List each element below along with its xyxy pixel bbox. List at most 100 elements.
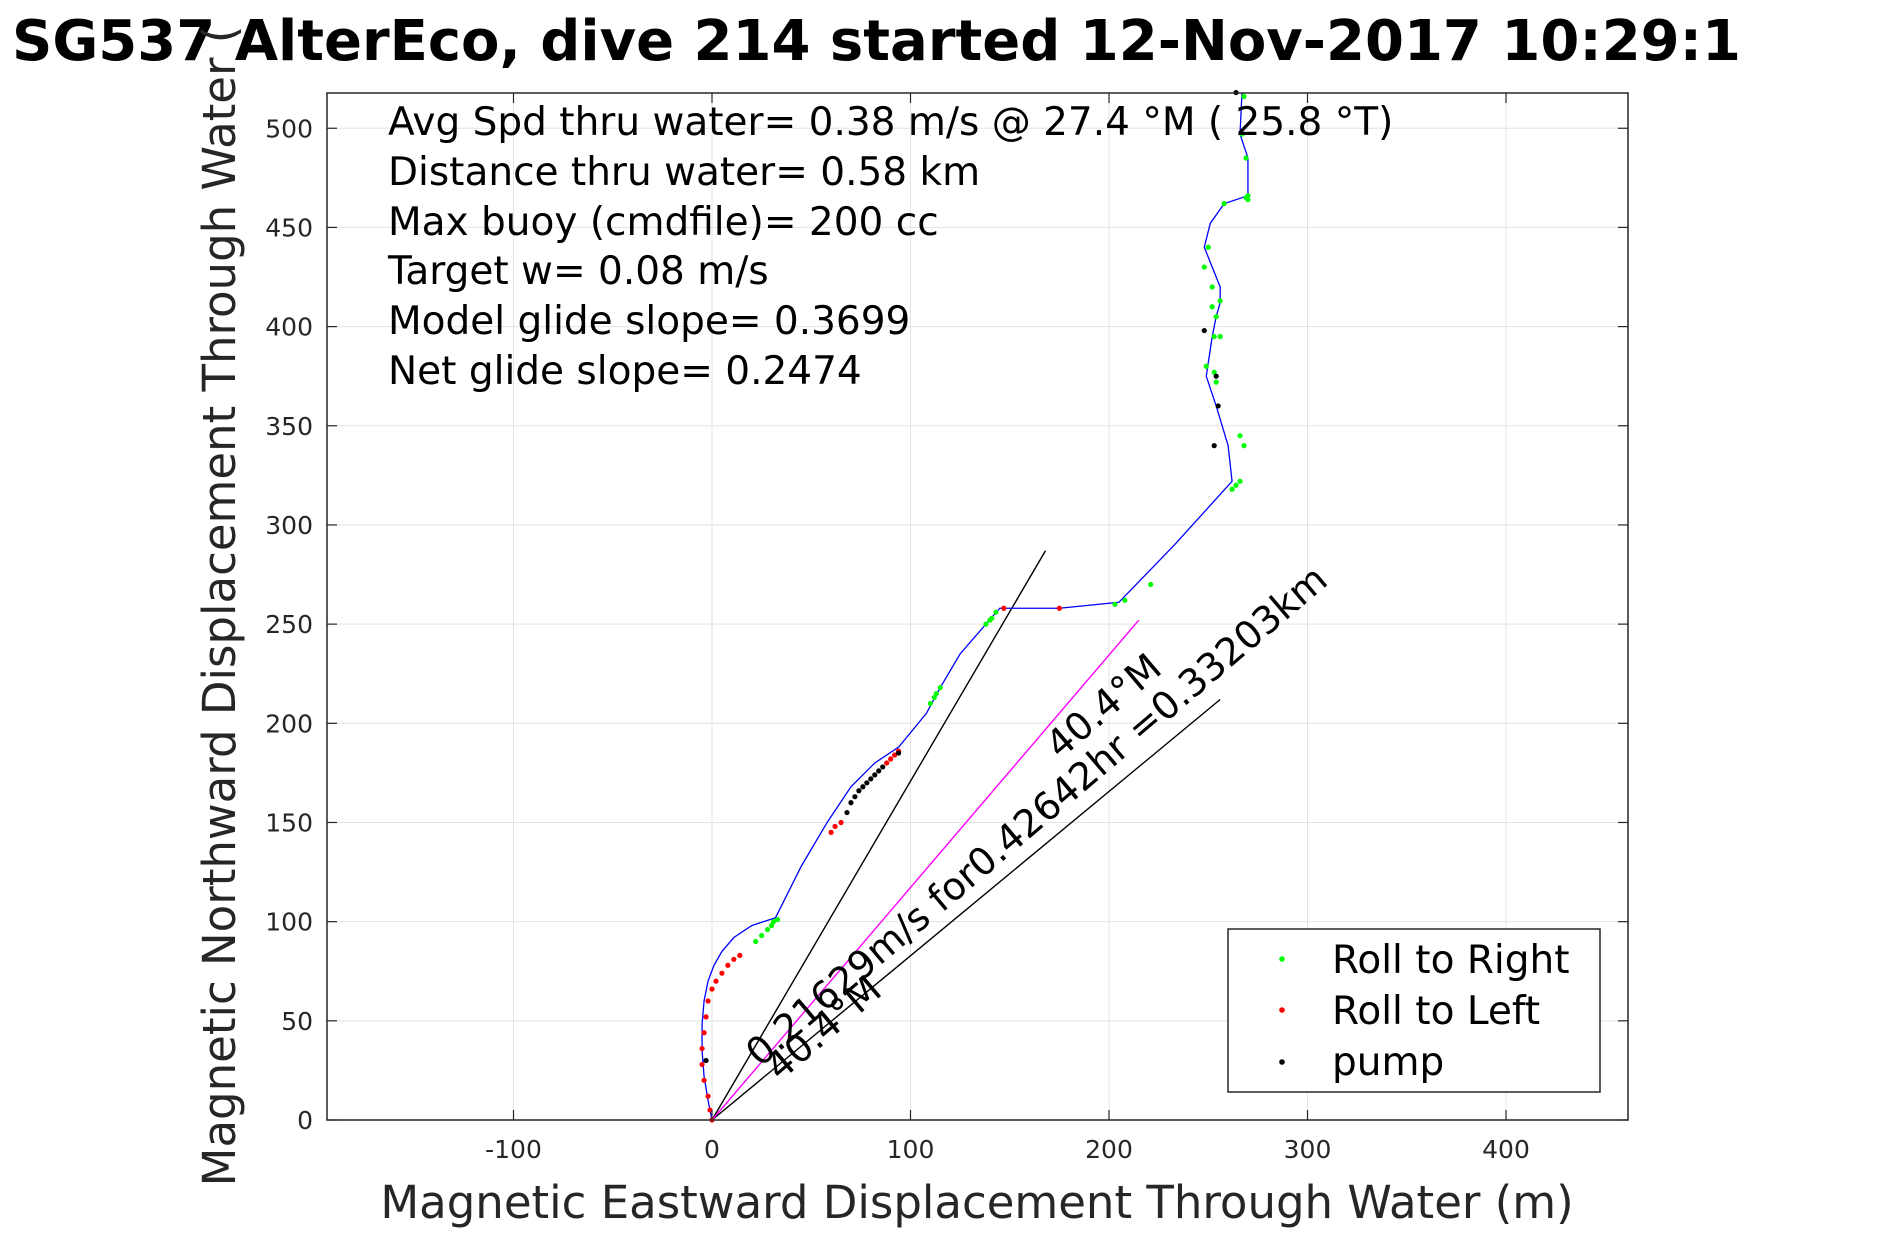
y-tick-label: 400	[265, 313, 313, 342]
data-point	[709, 986, 715, 992]
data-point	[705, 998, 711, 1004]
data-point	[1237, 478, 1243, 484]
annotation-target-w: Target w= 0.08 m/s	[387, 249, 769, 294]
annotation-max-buoy: Max buoy (cmdfile)= 200 cc	[388, 200, 939, 245]
x-tick-label: 400	[1482, 1135, 1530, 1164]
series-pump	[703, 89, 1239, 1064]
annotation-avg-speed: Avg Spd thru water= 0.38 m/s @ 27.4 °M (…	[388, 100, 1393, 145]
data-point	[864, 780, 870, 786]
data-point	[713, 978, 719, 984]
legend-marker-pump	[1279, 1059, 1285, 1065]
data-point	[872, 772, 878, 778]
data-point	[927, 700, 933, 707]
data-point	[1213, 379, 1219, 385]
track	[701, 92, 1249, 1121]
y-tick-label: 50	[281, 1007, 313, 1036]
data-point	[1209, 284, 1215, 290]
y-tick-label: 250	[265, 610, 313, 639]
y-tick-label: 350	[265, 412, 313, 441]
data-point	[1203, 363, 1209, 369]
data-point	[1112, 601, 1118, 607]
x-ticks: -100 0 100 200 300 400	[485, 93, 1530, 1164]
data-point	[703, 1057, 709, 1064]
data-point	[1205, 244, 1211, 250]
reference-line	[711, 619, 1140, 1121]
data-point	[705, 1093, 711, 1099]
data-point	[1213, 373, 1219, 379]
data-point	[1245, 197, 1251, 203]
data-point	[1213, 314, 1219, 320]
data-point	[838, 819, 844, 826]
annotation-net-glide-slope: Net glide slope= 0.2474	[388, 349, 862, 394]
data-point	[983, 621, 989, 627]
y-tick-label: 100	[265, 908, 313, 937]
data-point	[699, 1061, 705, 1068]
y-ticks: 0 50 100 150 200 250 300 350 400 450 500	[265, 114, 1628, 1135]
x-axis-label: Magnetic Eastward Displacement Through W…	[380, 1176, 1573, 1229]
data-point	[892, 752, 898, 758]
data-point	[1211, 333, 1217, 340]
data-point	[737, 952, 743, 958]
x-tick-label: -100	[485, 1135, 542, 1164]
data-point	[764, 926, 771, 933]
data-point	[1217, 333, 1223, 340]
series-roll-to-left	[699, 605, 1062, 1123]
data-point	[1233, 482, 1239, 488]
data-point	[888, 756, 894, 762]
reference-line	[711, 698, 1221, 1121]
data-point	[701, 1077, 707, 1083]
data-point	[860, 784, 866, 790]
data-point	[931, 694, 937, 701]
data-point	[1056, 605, 1062, 611]
data-point	[699, 1045, 705, 1052]
legend: Roll to Right Roll to Left pump	[1227, 928, 1601, 1093]
annotation-distance: Distance thru water= 0.58 km	[388, 150, 980, 195]
data-point	[848, 800, 854, 806]
data-point	[770, 919, 777, 925]
legend-marker-roll-left	[1279, 1007, 1285, 1013]
data-point	[895, 750, 902, 756]
x-tick-label: 0	[704, 1135, 720, 1164]
y-tick-label: 0	[297, 1106, 313, 1135]
y-tick-label: 500	[265, 114, 313, 143]
data-point	[1241, 443, 1247, 449]
chart-title: SG537 AlterEco, dive 214 started 12-Nov-…	[12, 9, 1741, 74]
data-point	[1148, 581, 1154, 588]
legend-marker-roll-right	[1279, 956, 1285, 962]
legend-box	[1227, 928, 1601, 1093]
data-point	[1001, 605, 1007, 611]
reference-lines	[711, 550, 1221, 1121]
data-point	[725, 962, 731, 968]
data-point	[1215, 403, 1221, 409]
legend-label-roll-left: Roll to Left	[1332, 989, 1540, 1034]
gridlines	[327, 93, 1628, 1120]
data-point	[768, 923, 775, 929]
data-point	[856, 788, 862, 794]
data-point	[1239, 131, 1245, 137]
data-point	[828, 829, 834, 835]
data-point	[1122, 597, 1128, 603]
data-point	[1201, 327, 1207, 334]
x-tick-label: 100	[887, 1135, 935, 1164]
data-point	[753, 938, 759, 945]
track-line	[701, 92, 1249, 1121]
data-point	[989, 615, 995, 621]
y-axis-label: Magnetic Northward Displacement Through …	[193, 26, 246, 1187]
annotations: Avg Spd thru water= 0.38 m/s @ 27.4 °M (…	[387, 100, 1393, 394]
data-point	[1229, 486, 1235, 492]
y-tick-label: 300	[265, 511, 313, 540]
data-point	[731, 956, 737, 962]
data-point	[880, 764, 886, 770]
data-point	[1245, 193, 1251, 199]
data-point	[868, 776, 874, 782]
data-point	[832, 823, 838, 830]
x-tick-label: 200	[1085, 1135, 1133, 1164]
data-point	[1201, 264, 1207, 270]
data-point	[993, 609, 999, 615]
annotation-model-glide-slope: Model glide slope= 0.3699	[388, 299, 910, 344]
data-point	[884, 760, 890, 766]
reference-line	[711, 550, 1047, 1121]
legend-label-pump: pump	[1332, 1040, 1444, 1085]
y-tick-label: 450	[265, 213, 313, 242]
